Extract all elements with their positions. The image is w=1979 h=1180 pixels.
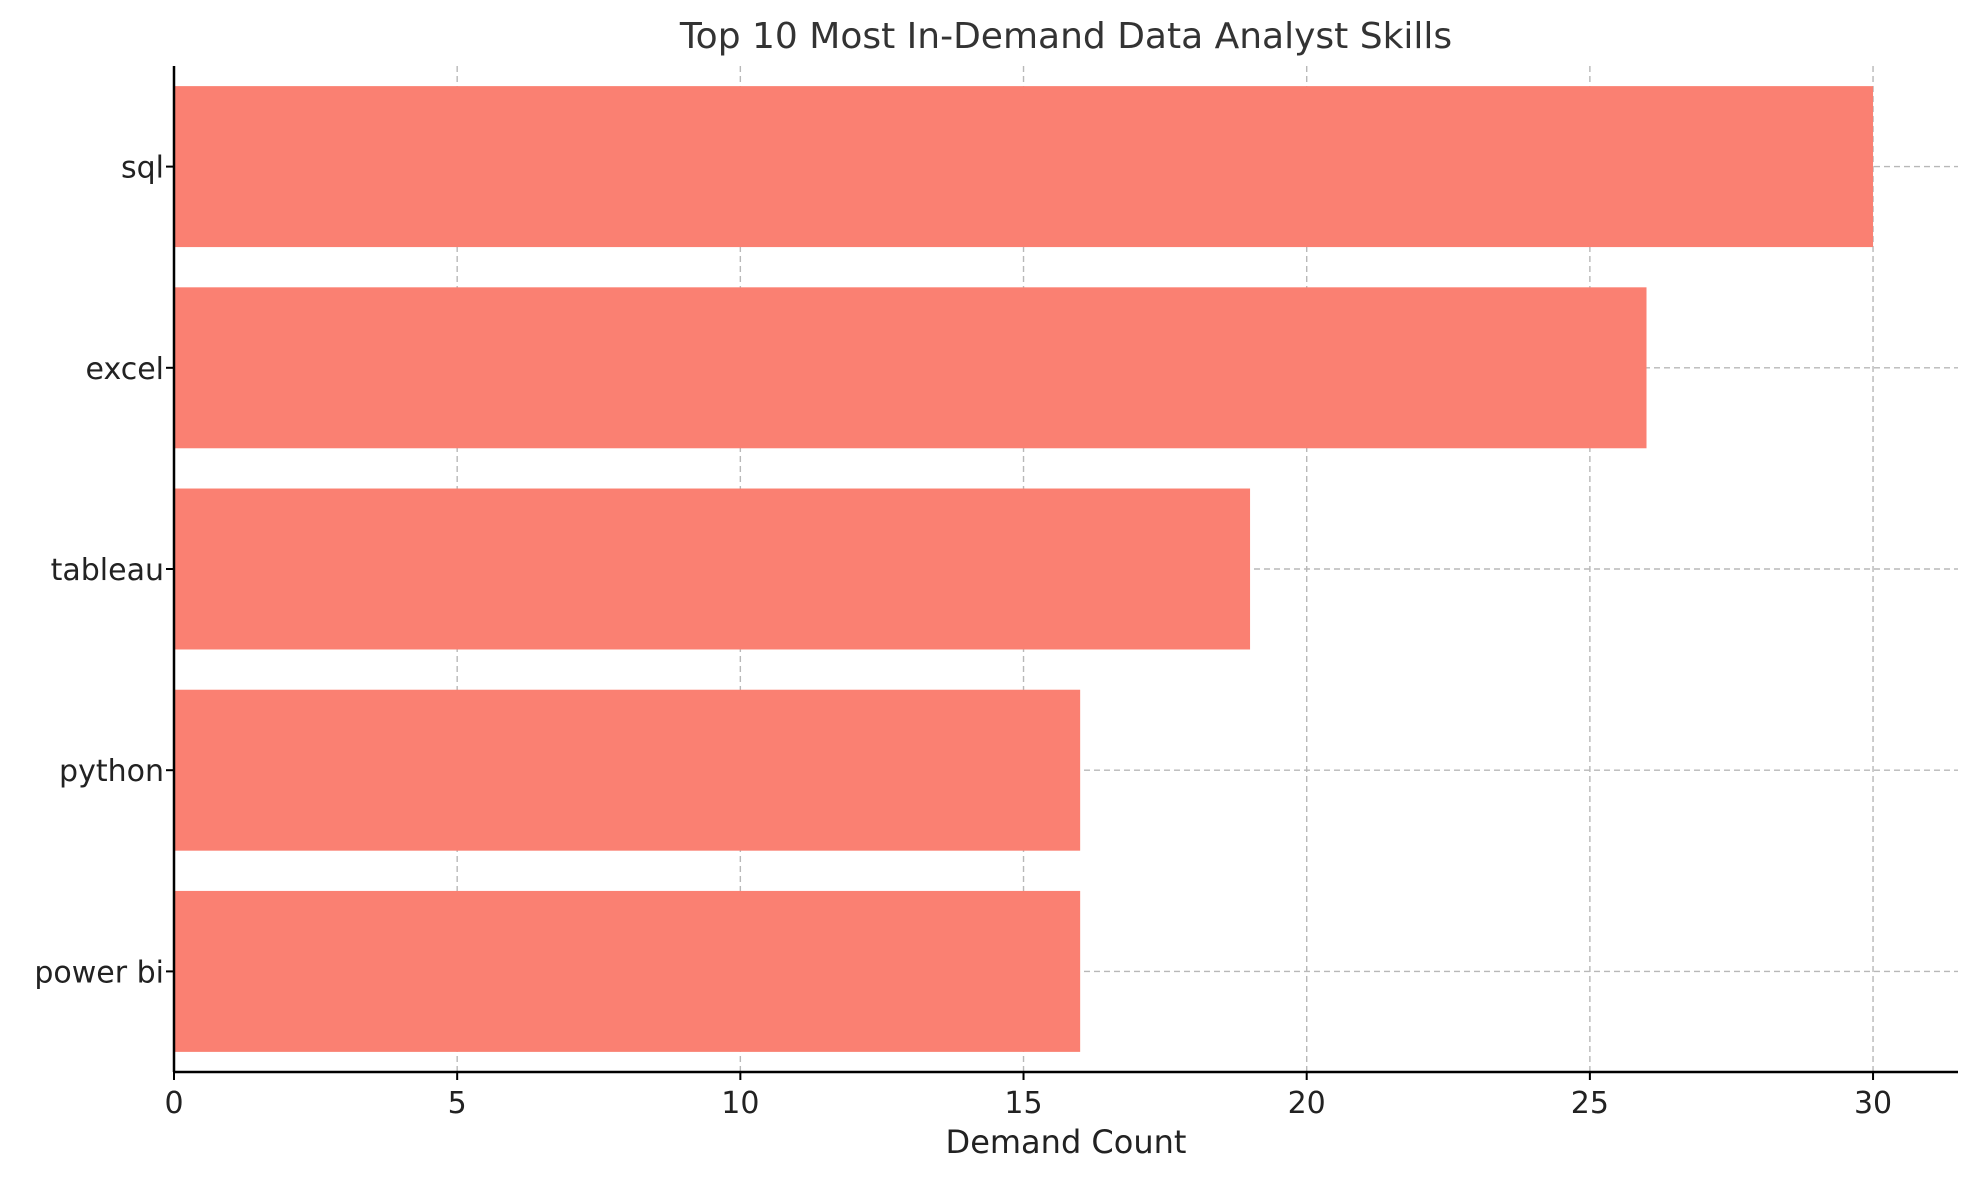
x-tick-label: 25 [1571,1086,1609,1121]
x-tick-label: 0 [164,1086,183,1121]
y-tick-label: python [59,754,164,789]
y-tick-label: sql [121,151,164,186]
x-tick-label: 15 [1004,1086,1042,1121]
bar-python [174,689,1081,851]
chart-title: Top 10 Most In-Demand Data Analyst Skill… [679,16,1452,57]
x-tick-label: 30 [1854,1086,1892,1121]
bar-power-bi [174,890,1081,1052]
x-tick-label: 5 [448,1086,467,1121]
bar-tableau [174,488,1251,650]
y-tick-label: power bi [34,955,164,990]
bar-sql [174,86,1874,248]
x-tick-label: 20 [1288,1086,1326,1121]
y-tick-label: tableau [51,553,164,588]
bar-excel [174,287,1647,449]
bars [174,86,1874,1052]
y-tick-label: excel [86,352,164,387]
x-axis-label: Demand Count [946,1123,1187,1161]
x-tick-label: 10 [721,1086,759,1121]
y-ticks: sql excel tableau python power bi [34,151,174,990]
x-ticks: 0 5 10 15 20 25 30 [164,1072,1892,1121]
